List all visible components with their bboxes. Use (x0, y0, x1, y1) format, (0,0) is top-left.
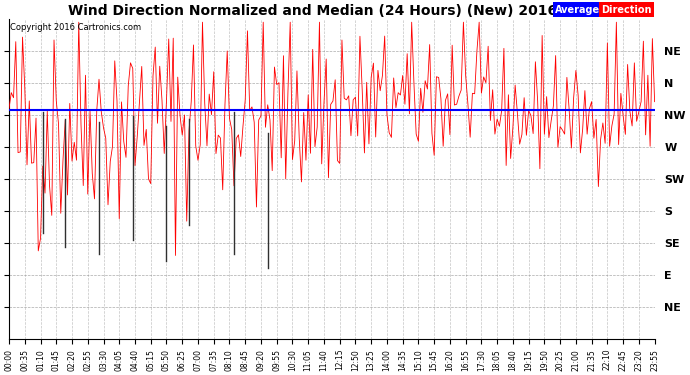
Text: Copyright 2016 Cartronics.com: Copyright 2016 Cartronics.com (10, 22, 141, 32)
Text: Average: Average (555, 4, 600, 15)
Text: Direction: Direction (601, 4, 651, 15)
Title: Wind Direction Normalized and Median (24 Hours) (New) 20160212: Wind Direction Normalized and Median (24… (68, 4, 596, 18)
